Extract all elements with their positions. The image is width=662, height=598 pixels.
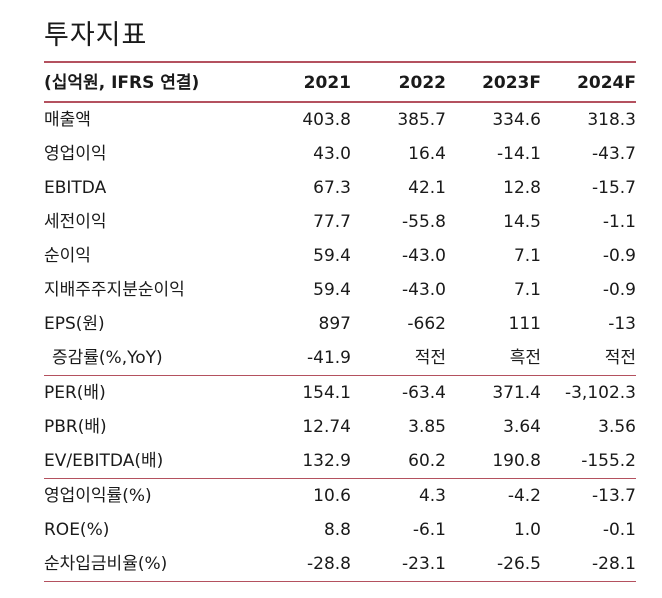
row-value: 12.74 <box>302 417 351 437</box>
row-value: 43.0 <box>313 144 351 164</box>
row-value: 적전 <box>541 341 636 376</box>
row-value: 897 <box>318 314 351 334</box>
row-value: 3.85 <box>408 417 446 437</box>
header-year-2021: 2021 <box>256 65 351 103</box>
row-value: 7.1 <box>513 246 541 266</box>
row-value: -14.1 <box>497 144 541 164</box>
header-unit-label: (십억원, IFRS 연결) <box>44 65 256 103</box>
table-body: 매출액 403.8 385.7 334.6 318.3 영업이익 43.0 16.4 -14.1… <box>44 102 636 582</box>
row-value: 77.7 <box>313 212 351 232</box>
row-value: -63.4 <box>402 383 446 403</box>
table-header-row: (십억원, IFRS 연결) 2021 2022 2023F 2024F <box>44 65 636 103</box>
row-value: 385.7 <box>397 110 446 130</box>
table-row: ROE(%) 8.8 -6.1 1.0 -0.1 <box>44 513 636 547</box>
row-value: -662 <box>407 314 446 334</box>
row-value: 132.9 <box>256 444 351 479</box>
row-label: EBITDA <box>44 178 107 198</box>
row-label: 영업이익 <box>44 144 107 164</box>
row-label: EPS(원) <box>44 314 105 334</box>
row-value: 59.4 <box>313 280 351 300</box>
row-value: 7.1 <box>513 280 541 300</box>
row-value: 10.6 <box>313 486 351 506</box>
page-title: 투자지표 <box>44 20 148 51</box>
row-label: 세전이익 <box>44 212 107 232</box>
row-value: 67.3 <box>313 178 351 198</box>
table-row: EV/EBITDA(배) 132.9 60.2 190.8 -155.2 <box>44 444 636 479</box>
row-value: -43.0 <box>402 246 446 266</box>
table-row: 영업이익률(%) 10.6 4.3 -4.2 -13.7 <box>44 479 636 514</box>
row-value: 111 <box>508 314 541 334</box>
title-divider <box>44 61 636 63</box>
row-value: 3.64 <box>503 417 541 437</box>
row-value: 12.8 <box>503 178 541 198</box>
row-label: PBR(배) <box>44 417 107 437</box>
row-label: 순차입금비율(%) <box>44 547 256 582</box>
table-row: 매출액 403.8 385.7 334.6 318.3 <box>44 102 636 137</box>
row-value: 371.4 <box>492 383 541 403</box>
row-value: -26.5 <box>446 547 541 582</box>
header-year-2022: 2022 <box>351 65 446 103</box>
row-value: -55.8 <box>402 212 446 232</box>
row-value: -0.9 <box>602 246 636 266</box>
row-value: 1.0 <box>513 520 541 540</box>
row-value: -23.1 <box>351 547 446 582</box>
investment-indicators-table: (십억원, IFRS 연결) 2021 2022 2023F 2024F 매출액… <box>44 65 636 582</box>
table-row: EPS(원) 897 -662 111 -13 <box>44 307 636 341</box>
row-value: 흑전 <box>446 341 541 376</box>
row-label: 영업이익률(%) <box>44 486 152 506</box>
table-row: 지배주주지분순이익 59.4 -43.0 7.1 -0.9 <box>44 273 636 307</box>
row-value: -6.1 <box>412 520 446 540</box>
row-value: -43.7 <box>592 144 636 164</box>
row-label: PER(배) <box>44 383 106 403</box>
row-value: -28.8 <box>256 547 351 582</box>
header-year-2024f: 2024F <box>541 65 636 103</box>
row-value: -0.1 <box>602 520 636 540</box>
row-value: -4.2 <box>507 486 541 506</box>
table-row: EBITDA 67.3 42.1 12.8 -15.7 <box>44 171 636 205</box>
row-value: 4.3 <box>418 486 446 506</box>
row-value: 16.4 <box>408 144 446 164</box>
header-year-2023f: 2023F <box>446 65 541 103</box>
table-row: PBR(배) 12.74 3.85 3.64 3.56 <box>44 410 636 444</box>
row-value: -13 <box>608 314 636 334</box>
row-value: -155.2 <box>541 444 636 479</box>
table-row: 순차입금비율(%) -28.8 -23.1 -26.5 -28.1 <box>44 547 636 582</box>
row-value: -15.7 <box>592 178 636 198</box>
row-value: 403.8 <box>302 110 351 130</box>
row-value: 60.2 <box>351 444 446 479</box>
row-value: -28.1 <box>541 547 636 582</box>
table-row: 영업이익 43.0 16.4 -14.1 -43.7 <box>44 137 636 171</box>
row-value: 14.5 <box>503 212 541 232</box>
row-value: 334.6 <box>492 110 541 130</box>
row-value: -41.9 <box>256 341 351 376</box>
row-label: ROE(%) <box>44 520 110 540</box>
row-label: 지배주주지분순이익 <box>44 280 185 300</box>
table-row: PER(배) 154.1 -63.4 371.4 -3,102.3 <box>44 376 636 411</box>
row-value: 154.1 <box>302 383 351 403</box>
row-label: EV/EBITDA(배) <box>44 444 256 479</box>
table-row: 세전이익 77.7 -55.8 14.5 -1.1 <box>44 205 636 239</box>
row-value: -1.1 <box>602 212 636 232</box>
row-value: -0.9 <box>602 280 636 300</box>
row-label: 증감률(%,YoY) <box>44 341 256 376</box>
row-value: 8.8 <box>323 520 351 540</box>
row-value: -13.7 <box>592 486 636 506</box>
row-value: -3,102.3 <box>564 383 636 403</box>
table-row: 순이익 59.4 -43.0 7.1 -0.9 <box>44 239 636 273</box>
row-label: 순이익 <box>44 246 91 266</box>
row-value: 3.56 <box>598 417 636 437</box>
row-label: 매출액 <box>44 110 91 130</box>
row-value: 적전 <box>351 341 446 376</box>
row-value: 42.1 <box>408 178 446 198</box>
row-value: 190.8 <box>446 444 541 479</box>
row-value: 318.3 <box>587 110 636 130</box>
row-value: -43.0 <box>402 280 446 300</box>
row-value: 59.4 <box>313 246 351 266</box>
table-row: 증감률(%,YoY) -41.9 적전 흑전 적전 <box>44 341 636 376</box>
